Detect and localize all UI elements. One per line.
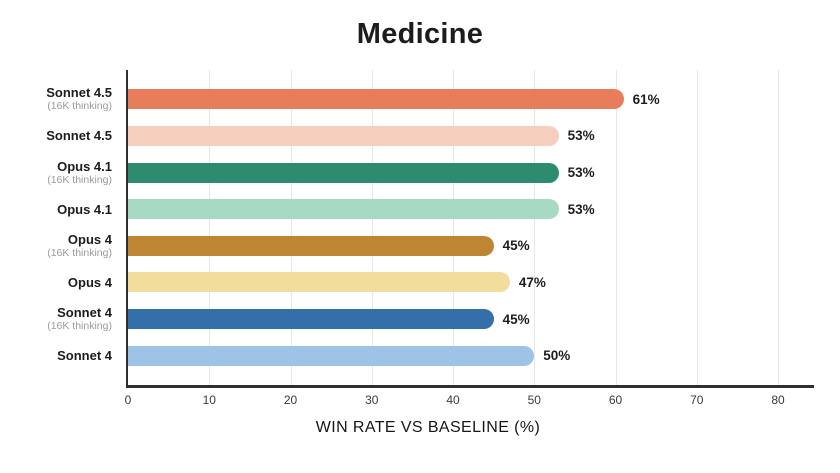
- row-label: Sonnet 4.5: [46, 85, 112, 101]
- bars-container: 61% 53% 53% 53% 45% 47% 45% 50%: [128, 70, 840, 385]
- bar-row: 45%: [128, 309, 840, 330]
- y-label-row: Opus 4.1 (16K thinking): [0, 156, 112, 190]
- bar-value-label: 45%: [502, 311, 530, 327]
- bar-value-label: 53%: [567, 128, 595, 144]
- gridline: [453, 70, 454, 385]
- chart-title: Medicine: [356, 18, 484, 50]
- y-label-row: Sonnet 4.5 (16K thinking): [0, 82, 112, 116]
- y-label-row: Sonnet 4 (16K thinking): [0, 302, 112, 336]
- gridline: [778, 70, 779, 385]
- bar-value-label: 50%: [543, 348, 571, 364]
- row-sublabel: (16K thinking): [47, 320, 112, 333]
- y-label-row: Opus 4: [0, 265, 112, 299]
- bar-value-label: 47%: [518, 274, 546, 290]
- row-label: Opus 4: [67, 231, 112, 247]
- row-sublabel: (16K thinking): [47, 173, 112, 186]
- bar: [128, 272, 510, 293]
- gridline: [696, 70, 698, 385]
- bar-row: 61%: [128, 89, 840, 110]
- bar: [128, 89, 624, 110]
- x-tick-label: 10: [202, 393, 216, 407]
- bar: [128, 125, 559, 146]
- x-tick-label: 70: [690, 393, 704, 407]
- row-label: Sonnet 4: [57, 348, 112, 364]
- bar: [128, 345, 535, 366]
- y-axis-line: [126, 70, 128, 387]
- gridline: [371, 70, 373, 385]
- bar-row: 47%: [128, 272, 840, 293]
- x-tick-label: 0: [124, 393, 132, 407]
- gridline: [209, 70, 211, 385]
- row-sublabel: (16K thinking): [47, 246, 112, 259]
- x-tick-label: 30: [365, 393, 379, 407]
- y-label-row: Opus 4.1: [0, 192, 112, 226]
- x-axis-title: WIN RATE VS BASELINE (%): [315, 419, 541, 436]
- x-tick-label: 40: [446, 393, 460, 407]
- x-axis-line: [126, 385, 814, 388]
- y-axis-labels: Sonnet 4.5 (16K thinking) Sonnet 4.5 Opus 4…: [0, 70, 112, 385]
- row-label: Sonnet 4.5: [46, 128, 112, 144]
- y-label-row: Sonnet 4.5: [0, 119, 112, 153]
- gridline: [615, 70, 617, 385]
- bar: [128, 199, 559, 220]
- bar: [128, 309, 494, 330]
- bar-row: 50%: [128, 345, 840, 366]
- x-axis-ticks: 0 10 20 30 40 50 60 70 80: [0, 393, 840, 409]
- row-label: Opus 4.1: [57, 158, 112, 174]
- x-tick-label: 60: [608, 393, 623, 407]
- bar: [128, 162, 559, 183]
- y-label-row: Opus 4 (16K thinking): [0, 229, 112, 263]
- gridline: [534, 70, 536, 385]
- y-label-row: Sonnet 4: [0, 339, 112, 373]
- bar-row: 53%: [128, 125, 840, 146]
- bar-value-label: 61%: [632, 91, 660, 107]
- bar-row: 53%: [128, 199, 840, 220]
- plot-area: [128, 70, 779, 385]
- x-tick-label: 50: [527, 393, 541, 407]
- row-sublabel: (16K thinking): [47, 100, 112, 113]
- bar: [128, 235, 494, 256]
- bar-value-label: 45%: [502, 238, 530, 254]
- row-label: Opus 4.1: [57, 201, 112, 217]
- row-label: Sonnet 4: [57, 305, 112, 321]
- bar-row: 53%: [128, 162, 840, 183]
- bar-row: 45%: [128, 235, 840, 256]
- bar-value-label: 53%: [567, 165, 595, 181]
- x-tick-label: 20: [283, 393, 298, 407]
- gridline: [290, 70, 292, 385]
- row-label: Opus 4: [67, 274, 112, 290]
- x-tick-label: 80: [771, 393, 785, 407]
- bar-value-label: 53%: [567, 201, 595, 217]
